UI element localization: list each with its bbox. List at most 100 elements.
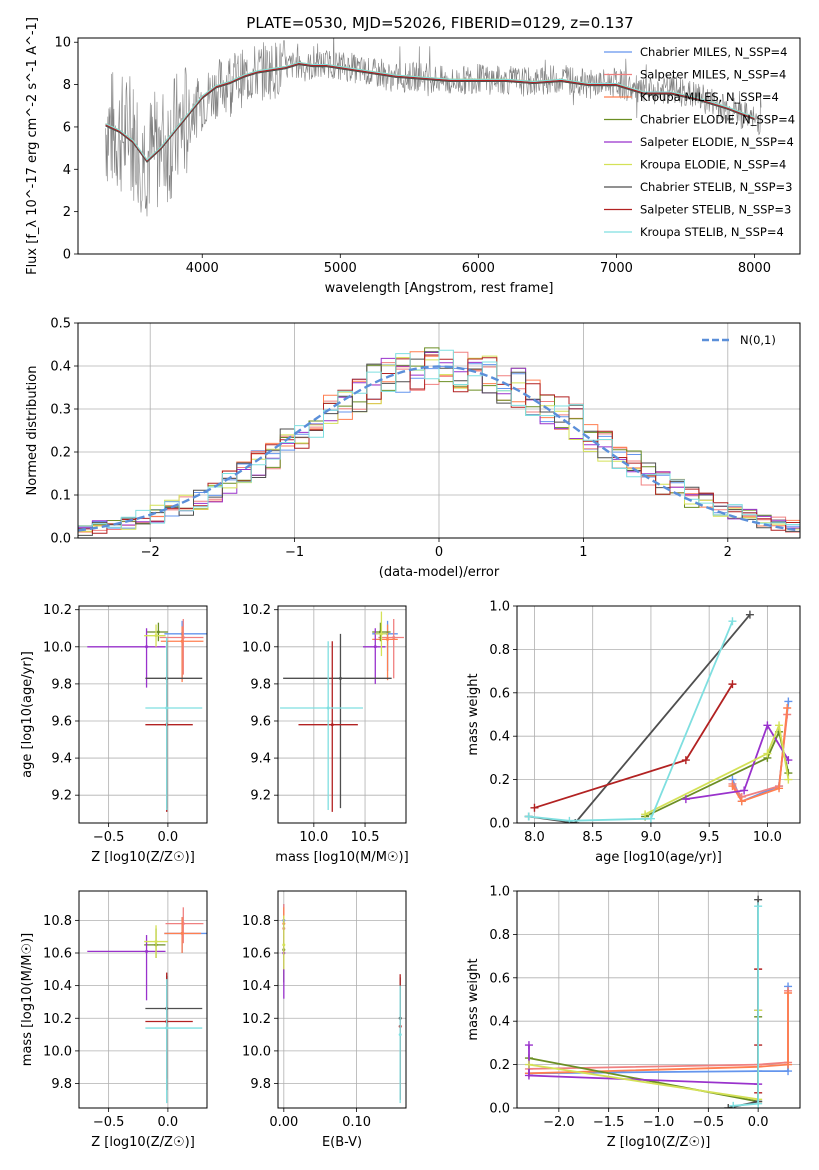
axes-frame [516, 605, 801, 824]
x-tick-label: 5000 [324, 261, 357, 276]
data-point [379, 632, 383, 636]
y-tick-label: 9.8 [51, 677, 72, 692]
x-tick-label: −0.5 [93, 830, 125, 845]
y-tick-label: 1.0 [489, 600, 510, 615]
x-axis-label: age [log10(age/yr)] [595, 850, 722, 865]
y-axis-label: mass [log10(M/M☉)] [20, 933, 35, 1066]
weight-marker [681, 756, 690, 765]
weight-marker [784, 775, 793, 784]
x-tick-label: −0.5 [93, 1115, 125, 1130]
x-tick-label: 0.0 [748, 1115, 769, 1130]
axes-frame [78, 605, 208, 824]
weight-line [644, 722, 790, 816]
legend-label: Kroupa ELODIE, N_SSP=4 [640, 158, 786, 172]
weight-line [528, 993, 789, 1075]
y-tick-label: 10.0 [242, 640, 271, 655]
weight-line [528, 1016, 759, 1103]
weight-vs-age-panel: 8.0 8.5 9.0 9.5 10.0 0.0 0.2 0.4 0.6 0.8 1.0 age [l… [466, 600, 801, 865]
x-tick-label: 0 [435, 545, 443, 560]
weight-marker [646, 814, 655, 823]
y-tick-label: 2 [63, 205, 71, 220]
y-tick-label: 10.2 [242, 603, 271, 618]
mass-vs-metallicity-panel: −0.5 0.0 9.8 10.0 10.2 10.4 10.6 10.8 Z [log10(Z… [20, 890, 208, 1150]
y-tick-label: 1.0 [489, 885, 510, 900]
weight-marker [565, 816, 574, 823]
x-axis-label: E(B-V) [322, 1135, 362, 1150]
weight-marker [784, 697, 793, 706]
weight-marker [775, 721, 784, 730]
axes-frame [77, 37, 801, 255]
weight-marker [524, 1060, 533, 1069]
legend-label: Kroupa MILES, N_SSP=4 [640, 90, 779, 104]
x-axis-label: Z [log10(Z/Z☉)] [91, 1135, 195, 1150]
y-tick-label: 9.8 [250, 677, 271, 692]
data-point [154, 940, 158, 944]
y-axis-label: mass weight [466, 958, 481, 1040]
data-point [282, 943, 286, 947]
data-point [326, 706, 330, 710]
figure-title: PLATE=0530, MJD=52026, FIBERID=0129, z=0… [246, 14, 633, 32]
plot-area [280, 611, 404, 812]
plot-area [524, 895, 793, 1108]
weight-marker [775, 784, 784, 793]
x-tick-label: 8.5 [582, 830, 603, 845]
axes-frame [277, 605, 407, 824]
data-point [398, 1033, 402, 1037]
axes-frame [516, 890, 801, 1109]
y-tick-label: 10.8 [43, 914, 72, 929]
y-tick-label: 10.0 [43, 640, 72, 655]
age-vs-metallicity-panel: −0.5 0.0 9.2 9.4 9.6 9.8 10.0 10.2 Z [log10(Z/Z☉… [20, 603, 208, 865]
histogram-step-line [78, 347, 800, 530]
residuals-panel: −2 −1 0 1 2 0.0 0.1 0.2 0.3 0.4 0.5 (data-model)/er… [25, 317, 801, 580]
weight-line [685, 723, 790, 800]
gaussian-reference-line [78, 365, 800, 532]
weight-line [528, 1010, 759, 1101]
spectrum-model-line [105, 63, 755, 163]
x-tick-label: 0.0 [158, 830, 179, 845]
x-tick-label: −1 [285, 545, 304, 560]
weight-marker [784, 988, 793, 997]
y-tick-label: 0 [63, 248, 71, 263]
weight-marker [724, 1104, 733, 1108]
x-tick-label: 0.00 [269, 1115, 298, 1130]
y-tick-label: 10.2 [242, 1012, 271, 1027]
plot-area [78, 347, 800, 536]
x-tick-label: 8000 [738, 261, 771, 276]
plot-area [87, 618, 207, 812]
x-tick-label: 9.0 [641, 830, 662, 845]
x-tick-label: 1 [579, 545, 587, 560]
y-tick-label: 10 [54, 36, 71, 51]
y-tick-label: 9.2 [51, 789, 72, 804]
plot-area [87, 907, 207, 1104]
x-axis-label: Z [log10(Z/Z☉)] [91, 850, 195, 865]
data-point [392, 636, 396, 640]
weight-marker [763, 721, 772, 730]
weight-marker [641, 810, 650, 819]
y-tick-label: 10.4 [242, 979, 271, 994]
mass-vs-ebv-panel: 0.00 0.10 9.8 10.0 10.2 10.4 10.6 10.8 E(B-V) [242, 890, 407, 1150]
weight-line [528, 620, 734, 822]
y-tick-label: 0.4 [489, 730, 510, 745]
weight-marker [737, 797, 746, 806]
spectrum-data-line [105, 38, 762, 217]
y-tick-label: 10.0 [43, 1044, 72, 1059]
data-point [145, 645, 149, 649]
y-tick-label: 10.8 [242, 914, 271, 929]
y-axis-label: age [log10(age/yr)] [20, 651, 35, 778]
y-tick-label: 8 [63, 78, 71, 93]
x-tick-label: −0.5 [693, 1115, 725, 1130]
data-point [338, 676, 342, 680]
x-tick-label: 0.0 [158, 1115, 179, 1130]
y-tick-label: 0.0 [489, 1102, 510, 1117]
data-point [373, 645, 377, 649]
x-tick-label: 7000 [600, 261, 633, 276]
weight-marker [740, 786, 749, 795]
weight-marker [530, 803, 539, 812]
data-point [165, 1026, 169, 1030]
x-tick-label: 6000 [462, 261, 495, 276]
spectrum-model-line [105, 62, 755, 162]
y-axis-label: Normed distribution [25, 366, 40, 496]
y-tick-label: 0.6 [489, 686, 510, 701]
y-tick-label: 0.6 [489, 971, 510, 986]
data-point [330, 723, 334, 727]
